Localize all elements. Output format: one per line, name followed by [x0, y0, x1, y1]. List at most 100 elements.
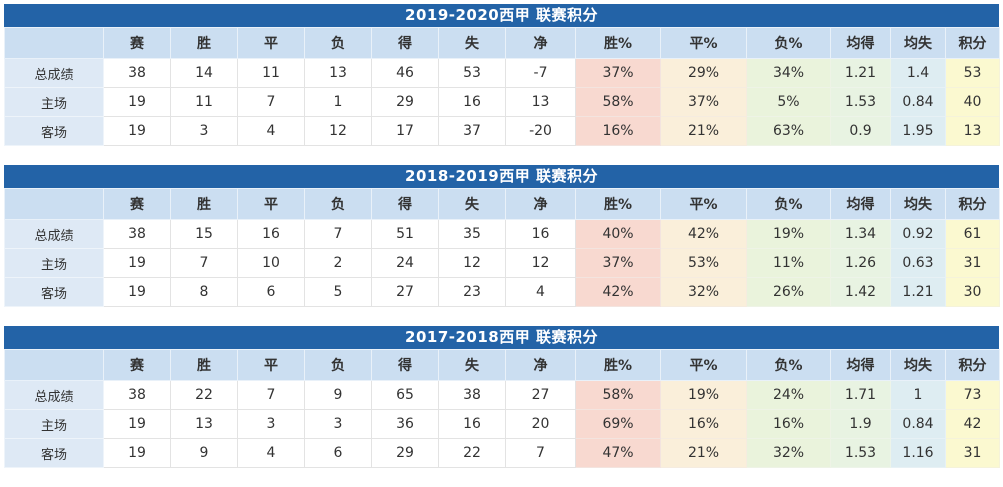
column-header: 净	[505, 27, 576, 59]
data-cell: 0.84	[890, 87, 946, 117]
row-label: 主场	[4, 409, 104, 439]
column-header: 均失	[890, 188, 946, 220]
data-cell: 35	[438, 219, 506, 249]
data-cell: -7	[505, 58, 576, 88]
data-cell: 37	[438, 116, 506, 146]
data-cell: 6	[304, 438, 372, 468]
column-header: 均失	[890, 27, 946, 59]
data-cell: 13	[505, 87, 576, 117]
data-cell: 29	[371, 87, 439, 117]
data-cell: 3	[170, 116, 238, 146]
data-cell: 1	[890, 380, 946, 410]
data-cell: 19%	[746, 219, 831, 249]
column-header: 负	[304, 27, 372, 59]
data-cell: 4	[505, 277, 576, 307]
column-header: 负	[304, 349, 372, 381]
data-cell: 69%	[575, 409, 661, 439]
column-header: 胜	[170, 27, 238, 59]
data-cell: 1.21	[890, 277, 946, 307]
data-cell: 1.16	[890, 438, 946, 468]
data-cell: 16	[505, 219, 576, 249]
data-cell: 7	[237, 87, 305, 117]
column-header: 积分	[945, 349, 1000, 381]
column-header: 平%	[660, 27, 747, 59]
column-header: 赛	[103, 188, 171, 220]
column-header: 积分	[945, 188, 1000, 220]
data-cell: 5%	[746, 87, 831, 117]
data-cell: 27	[371, 277, 439, 307]
column-header: 净	[505, 188, 576, 220]
table-row: 客场 19 3 4 12 17 37 -20 16% 21% 63% 0.9 1.95 13	[4, 116, 1000, 146]
data-cell: 53	[438, 58, 506, 88]
data-cell: 10	[237, 248, 305, 278]
column-header: 平	[237, 27, 305, 59]
data-cell: 24%	[746, 380, 831, 410]
data-cell: 4	[237, 438, 305, 468]
data-cell: 29	[371, 438, 439, 468]
data-cell: 1.71	[830, 380, 891, 410]
stats-table: 赛胜平负得失净胜% 平% 负% 均得 均失 积分 总成绩 38 15 16 7 51 35 16 40% 42…	[4, 188, 1000, 307]
data-cell: 21%	[660, 438, 747, 468]
data-cell: 38	[103, 380, 171, 410]
column-header: 得	[371, 27, 439, 59]
data-cell: 19	[103, 438, 171, 468]
data-cell: 9	[170, 438, 238, 468]
table-title: 2018-2019西甲 联赛积分	[4, 165, 999, 188]
table-title: 2019-2020西甲 联赛积分	[4, 4, 999, 27]
data-cell: 16%	[746, 409, 831, 439]
column-header: 得	[371, 349, 439, 381]
row-label: 客场	[4, 116, 104, 146]
column-header: 胜	[170, 188, 238, 220]
column-header: 平%	[660, 188, 747, 220]
table-row: 总成绩 38 14 11 13 46 53 -7 37% 29% 34% 1.21 1.4 53	[4, 58, 1000, 88]
column-header: 胜	[170, 349, 238, 381]
data-cell: 38	[103, 219, 171, 249]
data-cell: 1.21	[830, 58, 891, 88]
column-header: 均失	[890, 349, 946, 381]
row-label: 总成绩	[4, 380, 104, 410]
data-cell: 1.4	[890, 58, 946, 88]
column-header: 失	[438, 349, 506, 381]
data-cell: 0.92	[890, 219, 946, 249]
column-header: 均得	[830, 188, 891, 220]
data-cell: 1.53	[830, 87, 891, 117]
data-cell: 17	[371, 116, 439, 146]
data-cell: 11	[170, 87, 238, 117]
corner-cell	[4, 27, 104, 59]
column-header: 胜%	[575, 27, 661, 59]
data-cell: 14	[170, 58, 238, 88]
table-row: 客场 19 8 6 5 27 23 4 42% 32% 26% 1.42 1.21 30	[4, 277, 1000, 307]
column-header: 平	[237, 188, 305, 220]
data-cell: 42%	[660, 219, 747, 249]
data-cell: 19	[103, 248, 171, 278]
column-header: 均得	[830, 349, 891, 381]
data-cell: 0.84	[890, 409, 946, 439]
data-cell: 1.34	[830, 219, 891, 249]
data-cell: 19	[103, 87, 171, 117]
column-header: 负	[304, 188, 372, 220]
data-cell: 11%	[746, 248, 831, 278]
table-row: 总成绩 38 22 7 9 65 38 27 58% 19% 24% 1.71 1 73	[4, 380, 1000, 410]
data-cell: 46	[371, 58, 439, 88]
data-cell: 7	[170, 248, 238, 278]
stats-table: 赛胜平负得失净胜% 平% 负% 均得 均失 积分 总成绩 38 22 7 9 65 38 27 58% 19%…	[4, 349, 1000, 468]
data-cell: 16	[438, 87, 506, 117]
data-cell: 4	[237, 116, 305, 146]
data-cell: 19	[103, 409, 171, 439]
data-cell: 16	[438, 409, 506, 439]
data-cell: 42	[945, 409, 1000, 439]
column-header: 胜%	[575, 349, 661, 381]
season-table-block: 2018-2019西甲 联赛积分赛胜平负得失净胜% 平% 负% 均得 均失 积分 总成绩 38…	[4, 165, 1000, 307]
data-cell: 0.63	[890, 248, 946, 278]
row-label: 主场	[4, 87, 104, 117]
data-cell: 23	[438, 277, 506, 307]
data-cell: 61	[945, 219, 1000, 249]
data-cell: 7	[237, 380, 305, 410]
data-cell: 27	[505, 380, 576, 410]
data-cell: 73	[945, 380, 1000, 410]
row-label: 总成绩	[4, 58, 104, 88]
data-cell: 12	[304, 116, 372, 146]
data-cell: 13	[170, 409, 238, 439]
data-cell: 36	[371, 409, 439, 439]
data-cell: 26%	[746, 277, 831, 307]
